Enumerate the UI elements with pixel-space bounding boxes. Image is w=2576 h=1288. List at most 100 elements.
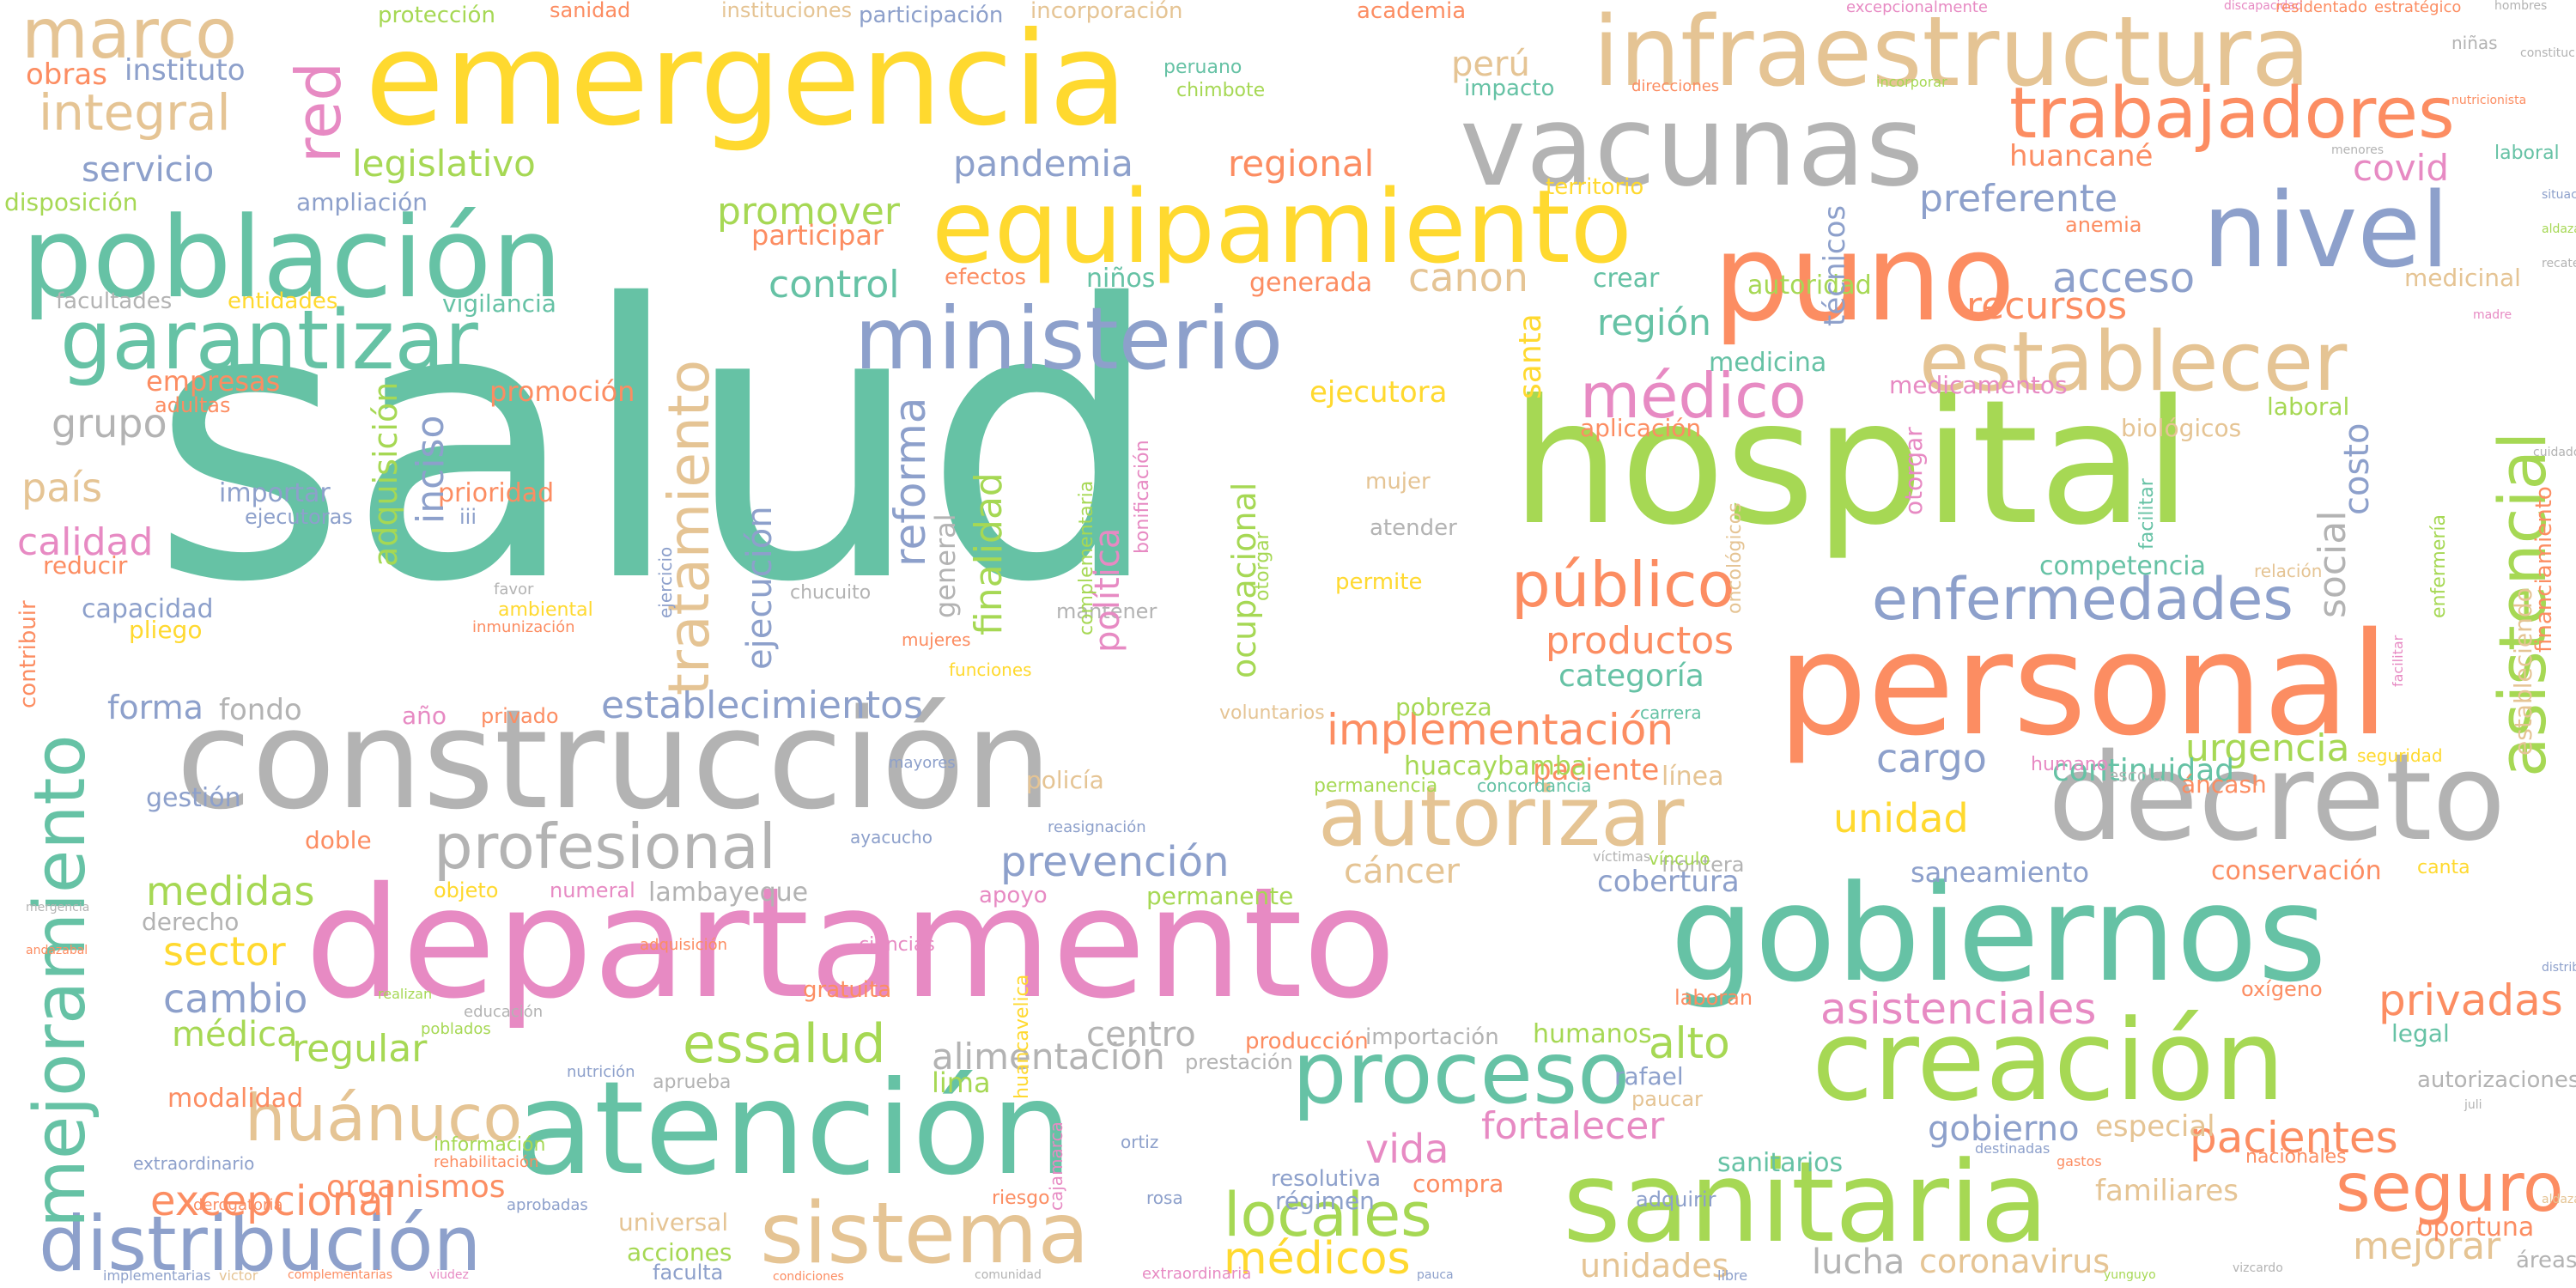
- word-frontera: humano: [2031, 754, 2109, 775]
- word-familiares: oportuna: [2417, 1212, 2535, 1242]
- word-cobertura: permanente: [1146, 882, 1294, 910]
- word-marco: marco: [21, 0, 238, 74]
- word-urgencia: urgencia: [2185, 726, 2350, 770]
- word-financiamiento: enfermería: [2428, 513, 2450, 618]
- word-favor: ambiental: [498, 599, 593, 621]
- word-pobreza: línea: [1662, 762, 1724, 792]
- word-adquisicion: adquisición: [367, 381, 404, 567]
- word-alto: alto: [1649, 1018, 1730, 1068]
- word-fondo: fondo: [219, 693, 302, 727]
- word-reforma: reforma: [885, 397, 935, 567]
- word-humano: escolar: [2108, 765, 2170, 786]
- word-ayacucho: mayores: [889, 754, 956, 772]
- word-pacientes: pacientes: [2190, 1113, 2398, 1163]
- word-recategorizacion: comunidad: [975, 1268, 1042, 1282]
- word-trabajadores: trabajadores: [2009, 73, 2455, 155]
- word-enfermeria: facilitar: [2390, 635, 2406, 687]
- word-oxigeno: legal: [2391, 1019, 2450, 1048]
- word-linea: cobertura: [1597, 865, 1740, 899]
- word-realizan: educación: [464, 1003, 544, 1021]
- word-crear: autoridad: [1747, 270, 1872, 301]
- word-laboran: adquirir: [1636, 1188, 1716, 1212]
- word-poblados: información: [434, 1134, 546, 1156]
- word-essalud: essalud: [683, 1012, 886, 1075]
- word-peruano: chimbote: [1176, 80, 1266, 101]
- word-privado: objeto: [434, 878, 499, 902]
- word-riesgo: rosa: [1146, 1188, 1183, 1208]
- word-victor: libre: [1717, 1267, 1748, 1284]
- word-vida: vida: [1365, 1126, 1449, 1172]
- word-ampliacion: participar: [751, 219, 884, 252]
- word-servicio: servicio: [82, 150, 215, 190]
- word-pauca: pauca: [1417, 1268, 1454, 1282]
- word-concordancia: oncológicos: [1724, 502, 1746, 614]
- word-productos: productos: [1546, 619, 1735, 663]
- word-pandemia: pandemia: [953, 143, 1133, 185]
- word-juli: juli: [2464, 1098, 2482, 1112]
- word-asistenciales: asistenciales: [1820, 984, 2097, 1034]
- word-decreto: decreto: [2048, 728, 2506, 868]
- word-salud: salud: [150, 225, 1163, 665]
- word-doble: derecho: [142, 908, 240, 936]
- word-ano: privado: [481, 704, 559, 728]
- word-sistema: sistema: [760, 1185, 1090, 1283]
- word-poblacion: población: [21, 192, 562, 323]
- word-social: social: [2311, 510, 2354, 618]
- word-region: región: [1597, 301, 1711, 343]
- word-mujer: atender: [1370, 515, 1457, 541]
- word-sanitarios: especial: [2095, 1109, 2215, 1144]
- word-oncologicos: carrera: [1640, 702, 1702, 723]
- word-competencia: relación: [2254, 561, 2323, 581]
- word-relacion: seguridad: [2357, 745, 2443, 766]
- word-pliego: contribuir: [15, 600, 41, 708]
- word-cuidado: menores: [2331, 143, 2385, 157]
- word-acceso: acceso: [2052, 254, 2196, 302]
- word-seguro: seguro: [2336, 1150, 2564, 1227]
- word-objeto: numeral: [550, 878, 635, 902]
- word-red: red: [283, 61, 355, 163]
- word-medicos: médicos: [1224, 1233, 1411, 1285]
- word-conservacion: sanitarios: [1717, 1148, 1844, 1178]
- word-rehabilitacion: realizan: [378, 986, 433, 1002]
- word-bonificacion: otorgar: [1252, 532, 1273, 601]
- word-mayores: reasignación: [1048, 818, 1146, 836]
- word-faculta: universal: [618, 1208, 729, 1236]
- word-mujeres: funciones: [949, 659, 1032, 680]
- word-incorporacion: academia: [1357, 0, 1467, 24]
- word-mejoramiento: mejoramiento: [20, 734, 101, 1228]
- word-nivel: nivel: [2202, 172, 2450, 291]
- word-infraestructura: infraestructura: [1593, 0, 2311, 108]
- word-regular: regular: [292, 1027, 428, 1071]
- word-ejecucion: ejecución: [740, 506, 780, 670]
- word-publico: público: [1511, 549, 1735, 621]
- word-ninas: laboral: [2494, 143, 2560, 164]
- word-reducir: pliego: [129, 616, 203, 644]
- word-instituciones: participación: [859, 3, 1004, 28]
- word-laboral: medicinal: [2404, 264, 2521, 292]
- word-gratuita: acciones: [627, 1238, 732, 1267]
- word-lambayeque: humanos: [1533, 1019, 1652, 1049]
- word-distribucion: tratamiento: [656, 359, 722, 696]
- word-numeral: apoyo: [979, 883, 1048, 908]
- word-vizcardo: vizcardo: [2233, 1261, 2283, 1275]
- word-implementacion: implementación: [1327, 705, 1674, 755]
- word-covid: covid: [2353, 147, 2449, 189]
- word-establecimientos: establecimientos: [601, 683, 923, 727]
- word-destinadas: nacionales: [2245, 1146, 2347, 1168]
- word-medicinal: competencia: [2039, 551, 2207, 581]
- word-equipamiento: equipamiento: [932, 167, 1632, 286]
- word-departamento: departamento: [305, 854, 1397, 1032]
- word-promover: promover: [717, 190, 900, 234]
- word-regional: regional: [1228, 143, 1375, 185]
- word-generada: crear: [1593, 264, 1660, 294]
- word-unidades: unidades: [1580, 1247, 1729, 1285]
- word-prioridad: iii: [459, 505, 477, 529]
- word-escolar: canta: [2417, 857, 2470, 878]
- word-aplicacion: biológicos: [2121, 414, 2242, 442]
- word-personal: personal: [1777, 602, 2390, 767]
- word-mergencia: mergencia: [26, 901, 90, 914]
- word-permite: policía: [1026, 766, 1104, 794]
- word-medico: médico: [1580, 360, 1807, 432]
- word-huancavelica: huancavelica: [1012, 974, 1033, 1099]
- word-efectos: niños: [1086, 264, 1156, 294]
